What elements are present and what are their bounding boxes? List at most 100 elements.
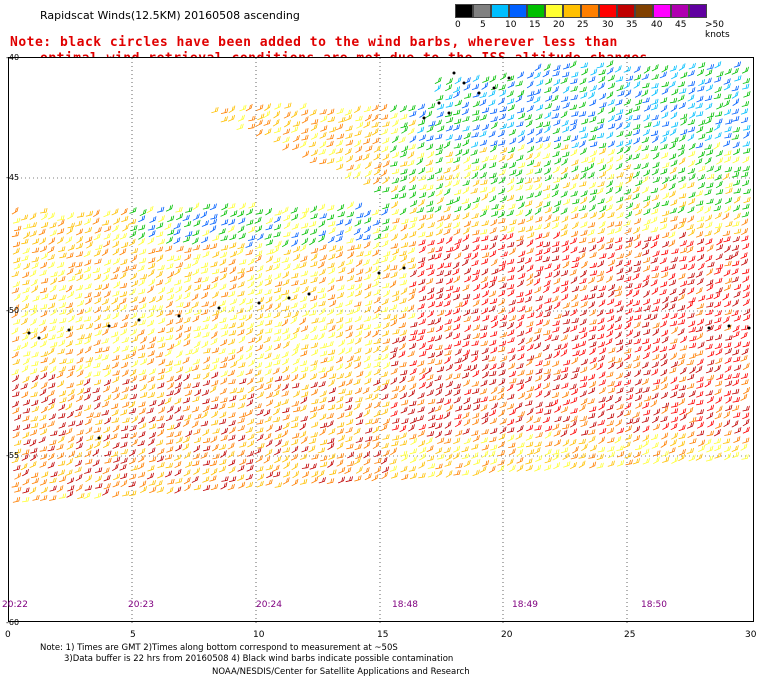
wind-barb <box>167 478 175 485</box>
wind-barb <box>327 294 336 301</box>
wind-barb <box>624 321 632 330</box>
wind-barb <box>560 172 568 180</box>
wind-barb <box>229 387 237 394</box>
wind-barb <box>553 369 561 375</box>
wind-barb <box>139 274 148 280</box>
wind-barb <box>454 118 462 125</box>
wind-barb <box>254 403 262 409</box>
wind-barb <box>481 460 490 467</box>
wind-barb <box>212 251 220 258</box>
wind-barb <box>463 132 471 140</box>
wind-barb <box>706 149 714 156</box>
wind-barb <box>148 296 156 304</box>
wind-barb <box>740 355 748 362</box>
wind-barb <box>310 381 318 389</box>
wind-barb <box>212 309 220 316</box>
wind-barb <box>228 322 236 329</box>
wind-barb <box>76 356 84 364</box>
wind-barb <box>724 453 731 461</box>
wind-barb <box>175 262 183 269</box>
wind-barb <box>291 310 299 318</box>
wind-barb <box>606 371 614 378</box>
wind-barb <box>427 150 435 159</box>
wind-barb <box>23 262 31 270</box>
wind-barb <box>518 392 526 400</box>
wind-barb <box>218 465 226 473</box>
wind-barb <box>239 202 246 210</box>
legend-swatch <box>473 4 491 18</box>
wind-barb <box>535 216 543 223</box>
wind-barb <box>120 409 128 416</box>
wind-barb <box>113 281 121 289</box>
wind-barb <box>247 393 255 400</box>
wind-barb <box>706 182 714 189</box>
wind-barb <box>137 329 145 336</box>
wind-barb <box>389 265 398 271</box>
wind-barb <box>742 405 750 412</box>
wind-barb <box>517 314 525 321</box>
wind-barb <box>354 361 362 369</box>
wind-barb <box>743 125 751 131</box>
wind-barb <box>715 189 724 195</box>
wind-barb <box>68 275 76 282</box>
wind-barb <box>326 478 335 484</box>
wind-barb <box>239 259 247 265</box>
wind-barb <box>596 462 604 469</box>
wind-barb <box>301 116 309 124</box>
wind-barb <box>481 282 489 290</box>
wind-barb <box>192 244 200 251</box>
wind-barb <box>300 212 307 220</box>
wind-barb <box>464 388 472 396</box>
wind-barb <box>56 228 65 235</box>
wind-barb <box>563 135 571 142</box>
wind-barb <box>390 401 398 409</box>
wind-barb <box>417 142 425 149</box>
wind-barb <box>391 135 399 143</box>
wind-barb <box>580 190 588 197</box>
wind-barb <box>139 391 148 398</box>
wind-barb <box>228 218 236 226</box>
wind-barb <box>58 390 67 397</box>
wind-barb <box>444 270 452 277</box>
wind-barb <box>326 412 334 419</box>
wind-barb <box>445 101 454 108</box>
wind-barb <box>382 153 390 161</box>
wind-barb <box>274 321 282 328</box>
wind-barb <box>221 476 229 482</box>
contamination-circle <box>177 314 181 318</box>
wind-barb <box>578 247 587 253</box>
wind-barb <box>562 359 571 366</box>
wind-barb <box>165 462 173 469</box>
wind-barb <box>371 280 380 288</box>
lon-label-15: 15 <box>377 630 389 640</box>
wind-barb <box>427 190 435 198</box>
wind-barb <box>255 362 263 369</box>
wind-barb <box>579 382 587 388</box>
wind-barb <box>623 188 632 195</box>
wind-barb <box>192 202 200 210</box>
wind-barb <box>139 422 147 430</box>
wind-barb <box>220 272 227 281</box>
wind-barb <box>632 411 640 419</box>
wind-barb <box>498 84 506 91</box>
wind-barb <box>562 63 571 70</box>
wind-barb <box>399 375 406 384</box>
wind-barb <box>290 207 298 214</box>
wind-barb <box>119 291 128 298</box>
wind-barb <box>336 459 344 467</box>
wind-barb <box>67 477 75 485</box>
wind-barb <box>157 327 166 334</box>
wind-barb <box>526 215 534 223</box>
wind-barb <box>588 276 595 284</box>
wind-barb <box>264 233 272 240</box>
wind-barb <box>228 290 236 298</box>
wind-barb <box>237 417 245 424</box>
wind-barb <box>525 208 532 217</box>
wind-barb <box>416 157 424 166</box>
wind-barb <box>686 447 694 454</box>
wind-barb <box>329 299 337 307</box>
wind-barb <box>444 356 451 364</box>
wind-barb <box>464 275 472 283</box>
wind-barb <box>147 376 155 383</box>
wind-barb <box>419 453 426 461</box>
